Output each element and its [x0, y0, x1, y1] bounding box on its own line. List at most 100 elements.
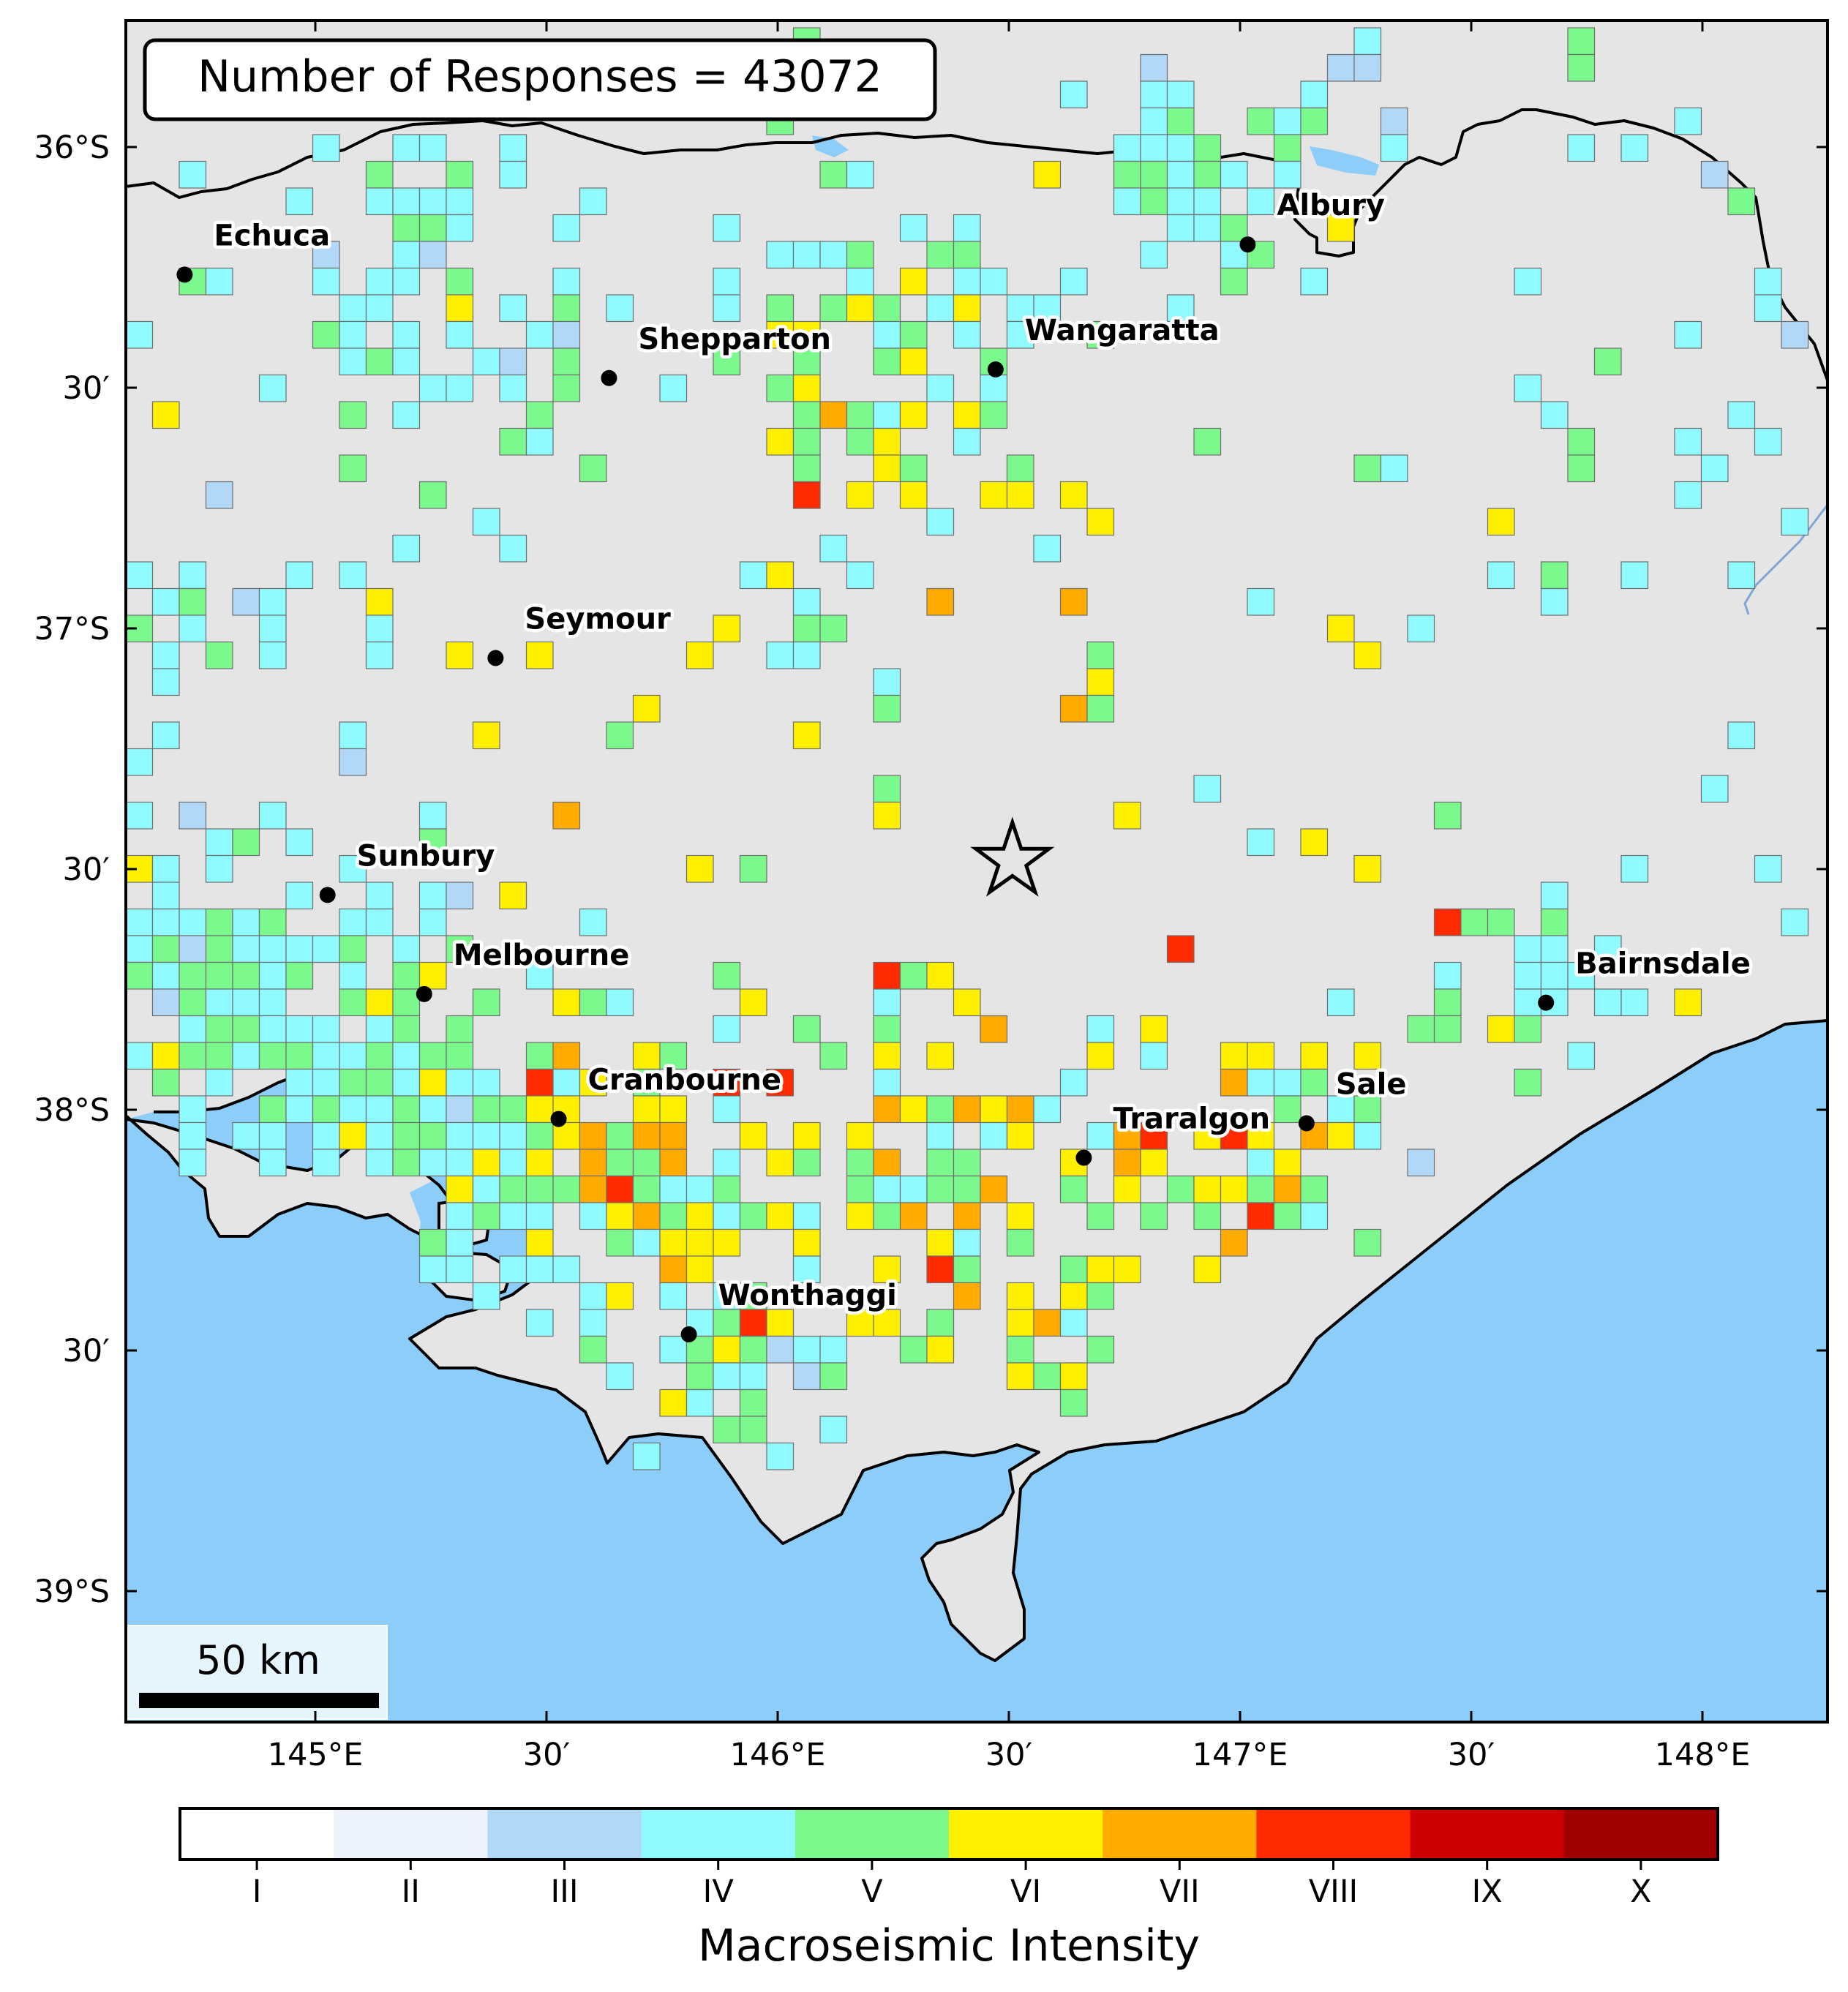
intensity-cell	[873, 1042, 901, 1070]
intensity-cell	[525, 1042, 554, 1070]
intensity-cell	[1006, 1309, 1034, 1337]
intensity-cell	[365, 614, 394, 643]
city-label: Bairnsdale	[1575, 947, 1751, 981]
intensity-cell	[312, 1068, 340, 1097]
intensity-cell	[552, 1042, 581, 1070]
city-bairnsdale[interactable]: Bairnsdale	[1538, 944, 1754, 1011]
intensity-cell	[606, 294, 634, 323]
intensity-cell	[606, 1362, 634, 1391]
intensity-cell	[472, 1068, 500, 1097]
intensity-cell	[766, 427, 795, 456]
city-sunbury[interactable]: Sunbury	[319, 836, 498, 903]
city-marker-icon	[1538, 994, 1555, 1011]
intensity-cell	[926, 961, 955, 990]
city-albury[interactable]: Albury	[1239, 186, 1389, 253]
intensity-cell	[499, 427, 527, 456]
intensity-cell	[285, 1015, 314, 1043]
intensity-cell	[1247, 1175, 1275, 1203]
intensity-cell	[792, 1228, 821, 1257]
city-wangaratta[interactable]: Wangaratta	[987, 310, 1222, 377]
intensity-cell	[1113, 187, 1141, 216]
intensity-cell	[205, 1068, 233, 1097]
intensity-cell	[1086, 1282, 1115, 1310]
intensity-cell	[446, 1228, 474, 1257]
intensity-cell	[1140, 1121, 1168, 1150]
intensity-cell	[1247, 107, 1275, 135]
intensity-cell	[713, 214, 741, 242]
intensity-cell	[258, 961, 287, 990]
intensity-cell	[1433, 961, 1462, 990]
intensity-cell	[525, 1121, 554, 1150]
city-label: Cranbourne	[588, 1064, 781, 1097]
intensity-cell	[1193, 134, 1222, 162]
intensity-cell	[1113, 1149, 1141, 1177]
intensity-cell	[392, 320, 421, 349]
intensity-cell	[365, 1121, 394, 1150]
intensity-cell	[205, 988, 233, 1017]
intensity-cell	[846, 481, 874, 509]
city-label: Echuca	[214, 219, 330, 252]
intensity-cell	[1140, 1042, 1168, 1070]
city-marker-icon	[416, 985, 432, 1002]
intensity-cell	[418, 214, 447, 242]
intensity-cell	[632, 1202, 661, 1230]
intensity-cell	[792, 241, 821, 269]
intensity-cell	[418, 481, 447, 509]
intensity-cell	[1113, 160, 1141, 189]
intensity-cell	[846, 1309, 874, 1337]
intensity-cell	[258, 1042, 287, 1070]
intensity-cell	[1300, 1042, 1329, 1070]
city-wonthaggi[interactable]: Wonthaggi	[680, 1276, 900, 1343]
city-shepparton[interactable]: Shepparton	[601, 319, 834, 386]
city-melbourne[interactable]: Melbourne	[416, 935, 633, 1002]
intensity-cell	[1514, 374, 1542, 402]
intensity-cell	[446, 374, 474, 402]
intensity-cell	[339, 294, 367, 323]
intensity-cell	[499, 534, 527, 563]
intensity-cell	[446, 1095, 474, 1124]
intensity-cell	[1300, 107, 1329, 135]
intensity-cell	[1353, 1121, 1382, 1150]
intensity-cell	[953, 1228, 981, 1257]
intensity-cell	[953, 401, 981, 429]
intensity-cell	[179, 1042, 207, 1070]
intensity-cell	[1166, 1175, 1195, 1203]
colorbar-swatch-iv	[641, 1808, 796, 1860]
intensity-cell	[980, 1121, 1008, 1150]
intensity-cell	[1059, 1068, 1088, 1097]
city-seymour[interactable]: Seymour	[487, 599, 675, 666]
intensity-cell	[1326, 1121, 1355, 1150]
intensity-cell	[739, 1335, 767, 1364]
intensity-cell	[1781, 908, 1809, 936]
intensity-cell	[659, 1335, 688, 1364]
intensity-cell	[686, 1388, 714, 1417]
intensity-cell	[392, 1095, 421, 1124]
intensity-cell	[739, 561, 767, 590]
intensity-cell	[1620, 988, 1649, 1017]
intensity-cell	[1700, 775, 1729, 803]
city-cranbourne[interactable]: Cranbourne	[550, 1060, 785, 1127]
intensity-cell	[926, 1042, 955, 1070]
lon-tick-label: 146°E	[730, 1737, 826, 1773]
city-sale[interactable]: Sale	[1298, 1064, 1410, 1132]
intensity-cell	[446, 294, 474, 323]
intensity-cell	[339, 401, 367, 429]
city-traralgon[interactable]: Traralgon	[1075, 1099, 1274, 1166]
epicenter[interactable]	[970, 816, 1055, 897]
intensity-cell	[819, 1416, 848, 1444]
intensity-cell	[339, 347, 367, 376]
intensity-cell	[392, 1149, 421, 1177]
intensity-cell	[1059, 694, 1088, 723]
intensity-cell	[151, 854, 180, 883]
intensity-cell	[1140, 80, 1168, 109]
city-echuca[interactable]: Echuca	[176, 216, 334, 283]
intensity-cell	[846, 241, 874, 269]
intensity-cell	[392, 347, 421, 376]
intensity-cell	[899, 481, 928, 509]
intensity-cell	[339, 935, 367, 963]
intensity-cell	[1086, 320, 1115, 349]
lon-tick-label: 30′	[523, 1737, 570, 1773]
intensity-cell	[953, 1149, 981, 1177]
intensity-cell	[1540, 882, 1569, 910]
colorbar-label: IV	[703, 1873, 735, 1910]
